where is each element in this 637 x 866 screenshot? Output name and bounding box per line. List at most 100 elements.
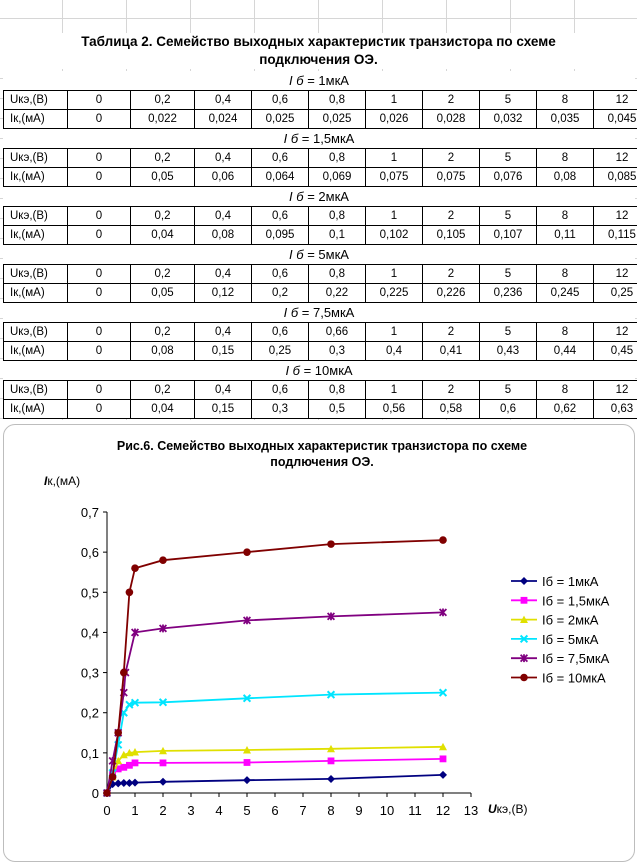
table-cell[interactable]: 0,3	[309, 342, 366, 361]
table-cell[interactable]: 0,2	[131, 323, 195, 342]
table-cell[interactable]: 0,15	[195, 342, 252, 361]
table-cell[interactable]: 2	[423, 207, 480, 226]
table-cell[interactable]: 0,4	[195, 149, 252, 168]
table-cell[interactable]: 8	[537, 207, 594, 226]
table-cell[interactable]: 5	[480, 149, 537, 168]
table-cell[interactable]: 0,08	[537, 168, 594, 187]
row-label[interactable]: Iк,(мА)	[4, 110, 68, 129]
table-cell[interactable]: 0,2	[131, 149, 195, 168]
table-cell[interactable]: 0	[68, 323, 131, 342]
table-cell[interactable]: 0,6	[252, 265, 309, 284]
table-cell[interactable]: 0	[68, 265, 131, 284]
row-label[interactable]: Uкэ,(В)	[4, 149, 68, 168]
table-cell[interactable]: 0,8	[309, 381, 366, 400]
table-cell[interactable]: 0,245	[537, 284, 594, 303]
table-cell[interactable]: 0,56	[366, 400, 423, 419]
row-label[interactable]: Iк,(мА)	[4, 226, 68, 245]
table-cell[interactable]: 0,4	[195, 265, 252, 284]
table-cell[interactable]: 0,032	[480, 110, 537, 129]
table-cell[interactable]: 0,095	[252, 226, 309, 245]
table-cell[interactable]: 8	[537, 381, 594, 400]
table-cell[interactable]: 0,44	[537, 342, 594, 361]
table-cell[interactable]: 0,04	[131, 226, 195, 245]
table-cell[interactable]: 0,102	[366, 226, 423, 245]
table-cell[interactable]: 0,43	[480, 342, 537, 361]
table-cell[interactable]: 0,085	[594, 168, 637, 187]
table-cell[interactable]: 5	[480, 265, 537, 284]
table-cell[interactable]: 0,8	[309, 91, 366, 110]
table-cell[interactable]: 0,06	[195, 168, 252, 187]
table-cell[interactable]: 0,12	[195, 284, 252, 303]
table-cell[interactable]: 0,63	[594, 400, 637, 419]
table-cell[interactable]: 5	[480, 91, 537, 110]
table-cell[interactable]: 0,3	[252, 400, 309, 419]
table-cell[interactable]: 0,069	[309, 168, 366, 187]
table-cell[interactable]: 0,115	[594, 226, 637, 245]
table-cell[interactable]: 0,6	[480, 400, 537, 419]
table-cell[interactable]: 0	[68, 207, 131, 226]
table-cell[interactable]: 12	[594, 207, 637, 226]
row-label[interactable]: Iк,(мА)	[4, 400, 68, 419]
table-cell[interactable]: 1	[366, 207, 423, 226]
table-cell[interactable]: 0,15	[195, 400, 252, 419]
table-cell[interactable]: 0,025	[252, 110, 309, 129]
table-cell[interactable]: 0	[68, 226, 131, 245]
table-cell[interactable]: 0	[68, 284, 131, 303]
table-cell[interactable]: 0,105	[423, 226, 480, 245]
table-cell[interactable]: 0,6	[252, 323, 309, 342]
table-cell[interactable]: 1	[366, 149, 423, 168]
table-cell[interactable]: 2	[423, 265, 480, 284]
table-cell[interactable]: 0,5	[309, 400, 366, 419]
table-cell[interactable]: 1	[366, 323, 423, 342]
table-cell[interactable]: 0,4	[195, 323, 252, 342]
table-cell[interactable]: 0,6	[252, 381, 309, 400]
row-label[interactable]: Iк,(мА)	[4, 342, 68, 361]
table-cell[interactable]: 0,8	[309, 149, 366, 168]
table-cell[interactable]: 0	[68, 400, 131, 419]
table-cell[interactable]: 0,4	[366, 342, 423, 361]
row-label[interactable]: Uкэ,(В)	[4, 265, 68, 284]
table-cell[interactable]: 0,075	[423, 168, 480, 187]
table-cell[interactable]: 0,1	[309, 226, 366, 245]
row-label[interactable]: Iк,(мА)	[4, 168, 68, 187]
table-cell[interactable]: 0,022	[131, 110, 195, 129]
table-cell[interactable]: 0,05	[131, 284, 195, 303]
table-cell[interactable]: 0,075	[366, 168, 423, 187]
table-cell[interactable]: 0,04	[131, 400, 195, 419]
table-cell[interactable]: 0,08	[131, 342, 195, 361]
table-cell[interactable]: 0	[68, 149, 131, 168]
table-cell[interactable]: 0	[68, 91, 131, 110]
table-cell[interactable]: 0,225	[366, 284, 423, 303]
table-cell[interactable]: 2	[423, 149, 480, 168]
table-cell[interactable]: 0,2	[131, 381, 195, 400]
table-cell[interactable]: 0,024	[195, 110, 252, 129]
table-cell[interactable]: 0,25	[252, 342, 309, 361]
table-cell[interactable]: 0,58	[423, 400, 480, 419]
table-cell[interactable]: 0,45	[594, 342, 637, 361]
table-cell[interactable]: 0,4	[195, 91, 252, 110]
table-cell[interactable]: 1	[366, 381, 423, 400]
table-cell[interactable]: 2	[423, 381, 480, 400]
table-cell[interactable]: 0,08	[195, 226, 252, 245]
table-cell[interactable]: 5	[480, 323, 537, 342]
table-cell[interactable]: 0,2	[252, 284, 309, 303]
table-cell[interactable]: 1	[366, 265, 423, 284]
table-cell[interactable]: 5	[480, 207, 537, 226]
table-cell[interactable]: 12	[594, 265, 637, 284]
table-cell[interactable]: 0,2	[131, 91, 195, 110]
table-cell[interactable]: 8	[537, 265, 594, 284]
row-label[interactable]: Uкэ,(В)	[4, 207, 68, 226]
table-cell[interactable]: 0,41	[423, 342, 480, 361]
row-label[interactable]: Uкэ,(В)	[4, 91, 68, 110]
table-cell[interactable]: 8	[537, 149, 594, 168]
table-cell[interactable]: 12	[594, 323, 637, 342]
table-cell[interactable]: 0,6	[252, 91, 309, 110]
table-cell[interactable]: 0,25	[594, 284, 637, 303]
table-cell[interactable]: 0,4	[195, 381, 252, 400]
table-cell[interactable]: 8	[537, 323, 594, 342]
table-cell[interactable]: 0,025	[309, 110, 366, 129]
table-cell[interactable]: 0,226	[423, 284, 480, 303]
table-cell[interactable]: 0,236	[480, 284, 537, 303]
table-cell[interactable]: 2	[423, 91, 480, 110]
table-cell[interactable]: 0,076	[480, 168, 537, 187]
